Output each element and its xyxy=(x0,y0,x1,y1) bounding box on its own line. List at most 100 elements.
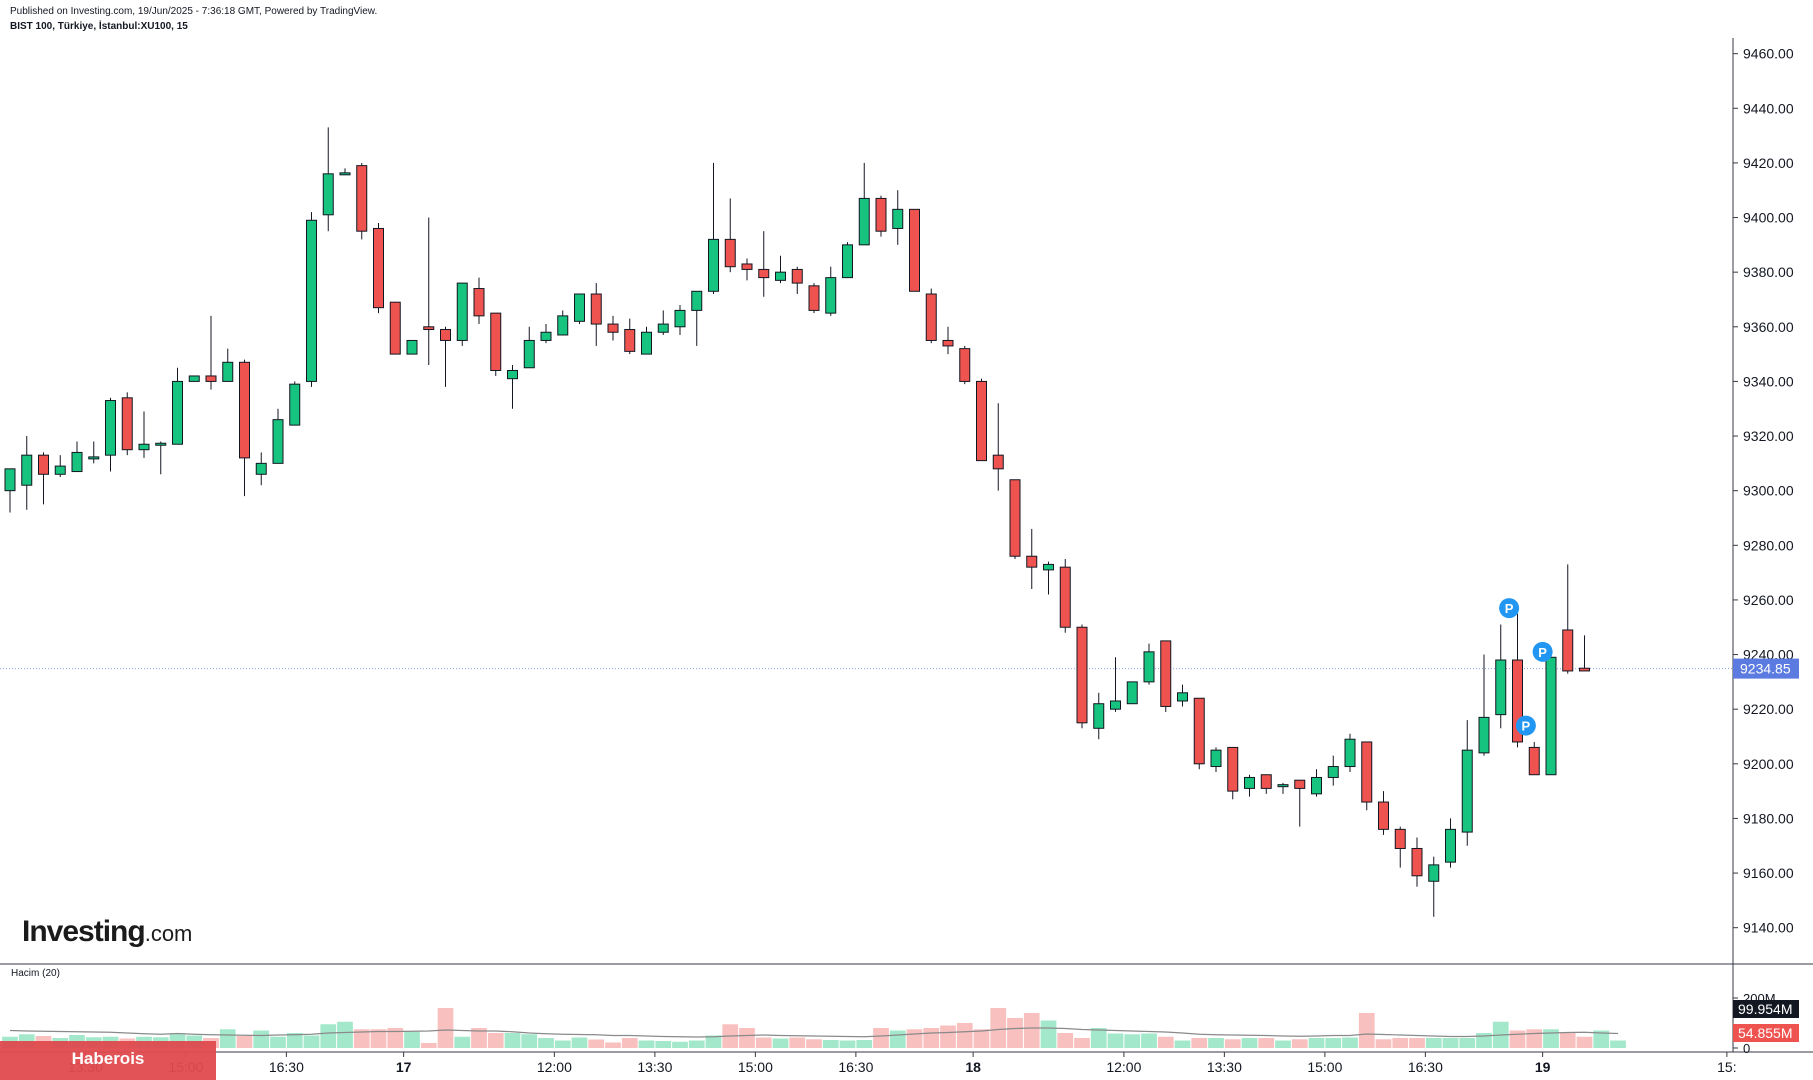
candle-body xyxy=(1177,692,1188,702)
candle-body xyxy=(1294,779,1306,789)
candle-body xyxy=(38,454,49,475)
volume-bar xyxy=(1342,1037,1358,1048)
volume-bar xyxy=(856,1040,873,1048)
volume-bars xyxy=(2,1008,1626,1048)
candle-body xyxy=(523,339,535,369)
candle-body xyxy=(1193,697,1205,765)
volume-bar xyxy=(286,1033,303,1048)
published-note: Published on Investing.com, 19/Jun/2025 … xyxy=(10,6,378,17)
volume-bar xyxy=(688,1040,705,1048)
candle-body xyxy=(1445,828,1456,863)
candle xyxy=(1043,561,1054,595)
volume-bar xyxy=(956,1023,973,1048)
candle xyxy=(1478,654,1490,756)
pivot-circle xyxy=(1499,598,1520,619)
price-tick-label: 9200.00 xyxy=(1743,756,1794,772)
price-tick-label: 9280.00 xyxy=(1743,537,1794,553)
candle-body xyxy=(557,315,569,336)
candle xyxy=(21,436,33,510)
volume-bar xyxy=(1275,1040,1291,1048)
candle xyxy=(306,212,317,387)
candle-body xyxy=(389,301,401,355)
investing-logo: Investing.com xyxy=(22,915,193,948)
candle-body xyxy=(272,419,284,464)
volume-bar xyxy=(1157,1036,1174,1048)
volume-bar xyxy=(1241,1038,1258,1048)
candle xyxy=(4,468,16,513)
candle xyxy=(188,375,200,382)
candle-body xyxy=(758,268,770,279)
volume-bar xyxy=(236,1036,253,1048)
pivot-circle xyxy=(1532,641,1553,662)
price-tick-label: 9160.00 xyxy=(1743,865,1794,881)
candle-body xyxy=(1277,784,1289,788)
candle-body xyxy=(1361,741,1373,803)
candle xyxy=(1495,624,1507,729)
candle-body xyxy=(356,165,368,232)
candle-body xyxy=(657,323,669,333)
price-tick-label: 9360.00 xyxy=(1743,319,1794,335)
candle xyxy=(490,312,502,376)
candle xyxy=(1244,774,1255,797)
candle xyxy=(54,455,66,478)
candle-body xyxy=(1579,667,1590,672)
candle-body xyxy=(1227,746,1239,792)
candle-body xyxy=(1545,656,1557,776)
volume-bar xyxy=(1191,1038,1208,1048)
candle xyxy=(239,359,250,497)
candle-body xyxy=(909,208,920,292)
candle xyxy=(1461,720,1473,846)
time-axis: 13:30 15:00 16:30 17 12:00 13:30 15:00 16:30 18 1… xyxy=(68,1052,1737,1075)
candle-body xyxy=(306,219,317,382)
volume-bar xyxy=(923,1028,940,1048)
candle xyxy=(255,452,267,486)
volume-bar xyxy=(487,1033,504,1048)
candle-body xyxy=(322,173,334,216)
candle xyxy=(791,266,803,295)
candle xyxy=(1528,741,1540,776)
candle xyxy=(1311,769,1322,797)
volume-bar xyxy=(655,1041,672,1048)
candle xyxy=(808,283,820,314)
volume-bar xyxy=(1509,1030,1526,1048)
volume-bar xyxy=(839,1040,856,1048)
candle xyxy=(289,381,301,426)
price-tick-label: 9220.00 xyxy=(1743,701,1794,717)
volume-bar xyxy=(755,1037,772,1048)
candle-body xyxy=(121,397,133,451)
candle xyxy=(1294,779,1306,827)
candle xyxy=(959,345,971,385)
volume-bar xyxy=(822,1040,839,1048)
candle-body xyxy=(239,361,250,459)
candle xyxy=(1177,684,1188,707)
price-tick-label: 9240.00 xyxy=(1743,647,1794,663)
candle-body xyxy=(1260,774,1272,789)
candle-body xyxy=(1160,640,1172,707)
candle xyxy=(691,290,703,346)
candle-body xyxy=(959,348,971,382)
price-tick-label: 9460.00 xyxy=(1743,46,1794,62)
price-axis: 9460.00 9440.00 9420.00 9400.00 9380.00 9360.… xyxy=(1733,46,1799,1056)
pivot-label: P xyxy=(1522,719,1531,734)
candle xyxy=(758,231,770,297)
volume-bar xyxy=(1325,1038,1342,1048)
volume-bar xyxy=(1023,1013,1040,1048)
pivot-circle xyxy=(1515,715,1536,736)
candle-body xyxy=(4,468,16,492)
candle xyxy=(1160,640,1172,712)
candle-body xyxy=(724,238,736,268)
candle-body xyxy=(339,172,351,176)
volume-bar xyxy=(1409,1038,1425,1048)
candle-body xyxy=(373,227,384,309)
volume-bar xyxy=(1559,1033,1576,1048)
volume-bar xyxy=(1124,1034,1141,1048)
candle-body xyxy=(1394,828,1406,849)
volume-bar xyxy=(219,1029,236,1048)
candle-body xyxy=(942,339,954,347)
candle xyxy=(1428,856,1440,917)
candle-body xyxy=(155,442,167,446)
volume-bar xyxy=(1090,1028,1107,1048)
volume-bar xyxy=(538,1038,554,1048)
